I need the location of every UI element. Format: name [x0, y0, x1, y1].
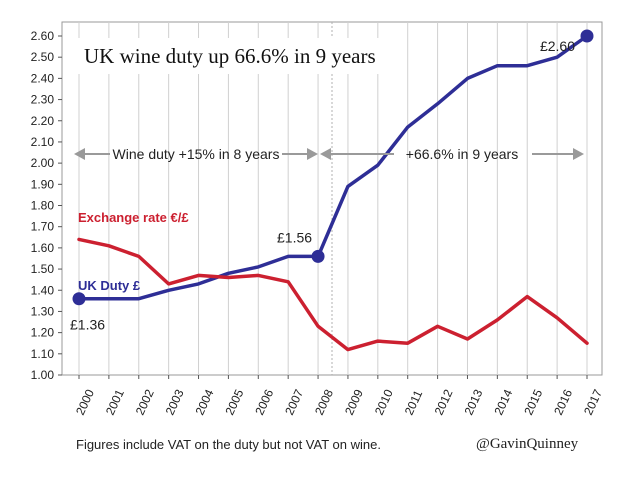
marker-label: £2.60	[540, 38, 575, 54]
credit: @GavinQuinney	[476, 436, 579, 452]
markers: £1.36 £1.56 £2.60	[70, 29, 594, 333]
arrow-head-left	[320, 148, 331, 160]
x-tick-label: 2017	[581, 387, 605, 417]
x-tick-label: 2000	[73, 387, 97, 417]
y-tick-label: 1.90	[31, 177, 55, 191]
y-tick-label: 2.10	[31, 135, 55, 149]
y-tick-label: 1.00	[31, 368, 55, 382]
arrow-head-right	[307, 148, 318, 160]
annotations: Exchange rate €/£ UK Duty £ Wine duty +15%…	[74, 146, 584, 293]
x-axis: 2000 2001 2002 2003 2004 2005 2006 2007 2008 2009…	[73, 375, 605, 417]
period2-label: +66.6% in 9 years	[406, 146, 518, 162]
x-tick-label: 2009	[342, 387, 366, 417]
y-tick-label: 2.20	[31, 114, 55, 128]
title-box: UK wine duty up 66.6% in 9 years	[76, 38, 394, 74]
y-tick-label: 2.40	[31, 71, 55, 85]
x-tick-label: 2005	[222, 387, 246, 417]
x-tick-label: 2013	[462, 387, 486, 417]
series-line-1	[77, 237, 589, 352]
x-tick-label: 2010	[372, 387, 396, 417]
x-tick-label: 2008	[312, 387, 336, 417]
data-marker	[72, 292, 86, 306]
y-tick-label: 1.40	[31, 283, 55, 297]
marker-label: £1.36	[70, 317, 105, 333]
y-tick-label: 1.80	[31, 199, 55, 213]
y-tick-label: 1.50	[31, 262, 55, 276]
arrow-head-right	[573, 148, 584, 160]
y-tick-label: 2.30	[31, 93, 55, 107]
y-tick-label: 1.20	[31, 326, 55, 340]
y-tick-label: 1.70	[31, 220, 55, 234]
data-marker	[311, 249, 325, 263]
x-tick-label: 2012	[432, 387, 456, 417]
x-tick-label: 2011	[402, 388, 426, 418]
x-tick-label: 2014	[491, 387, 515, 417]
x-tick-label: 2015	[521, 387, 545, 417]
series-line-0	[77, 34, 589, 301]
data-marker	[580, 29, 594, 43]
chart-title: UK wine duty up 66.6% in 9 years	[84, 44, 376, 68]
grid	[61, 21, 603, 376]
y-tick-label: 1.30	[31, 304, 55, 318]
y-tick-label: 2.00	[31, 156, 55, 170]
x-tick-label: 2002	[133, 387, 157, 417]
x-tick-label: 2016	[551, 387, 575, 417]
y-tick-label: 1.10	[31, 347, 55, 361]
y-axis: 1.00 1.10 1.20 1.30 1.40 1.50 1.60 1.70 1.80 1.90…	[31, 29, 62, 382]
y-tick-label: 2.60	[31, 29, 55, 43]
series-label-exchange: Exchange rate €/£	[78, 210, 189, 225]
x-tick-label: 2004	[193, 387, 217, 417]
x-tick-label: 2006	[252, 387, 276, 417]
period1-label: Wine duty +15% in 8 years	[113, 146, 280, 162]
series-lines	[77, 34, 589, 352]
y-tick-label: 2.50	[31, 50, 55, 64]
y-tick-label: 1.60	[31, 241, 55, 255]
series-label-duty: UK Duty £	[78, 278, 141, 293]
marker-label: £1.56	[277, 229, 312, 245]
x-tick-label: 2003	[163, 387, 187, 417]
footnote: Figures include VAT on the duty but not …	[76, 437, 381, 452]
arrow-head-left	[74, 148, 85, 160]
x-tick-label: 2001	[103, 387, 127, 417]
x-tick-label: 2007	[282, 387, 306, 417]
